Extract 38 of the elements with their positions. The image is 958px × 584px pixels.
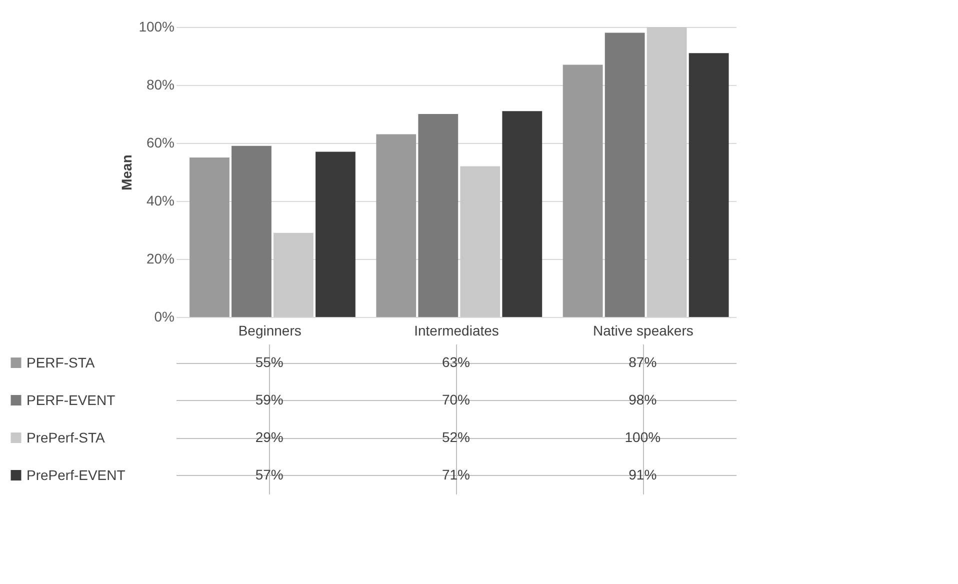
legend-label: PERF-STA bbox=[26, 354, 96, 370]
bar bbox=[316, 152, 356, 317]
data-label: 71% bbox=[442, 466, 470, 482]
data-label: 63% bbox=[442, 354, 470, 370]
bar bbox=[232, 146, 272, 317]
legend-label: PERF-EVENT bbox=[26, 392, 116, 408]
y-tick-label: 60% bbox=[146, 134, 174, 150]
data-label: 57% bbox=[255, 466, 284, 482]
data-label: 87% bbox=[628, 354, 657, 370]
x-tick-label: Native speakers bbox=[592, 322, 694, 338]
bar bbox=[502, 111, 542, 317]
bar bbox=[190, 158, 230, 317]
bar bbox=[646, 27, 687, 317]
x-tick-label: Beginners bbox=[238, 322, 302, 338]
x-tick-label: Intermediates bbox=[414, 322, 499, 338]
data-label: 91% bbox=[628, 466, 657, 482]
bar bbox=[688, 53, 729, 317]
legend-label: PrePerf-STA bbox=[26, 429, 106, 446]
data-label: 59% bbox=[255, 391, 284, 408]
bar bbox=[460, 166, 500, 317]
data-label: 29% bbox=[255, 428, 284, 445]
data-label: 100% bbox=[624, 428, 661, 445]
data-label: 55% bbox=[255, 354, 284, 370]
bar bbox=[376, 134, 416, 317]
y-tick-label: 40% bbox=[146, 192, 174, 208]
y-tick-label: 100% bbox=[138, 18, 174, 34]
bar bbox=[562, 64, 603, 317]
data-label: 52% bbox=[442, 428, 470, 445]
y-tick-label: 20% bbox=[146, 250, 174, 266]
data-label: 98% bbox=[628, 391, 657, 408]
y-tick-label: 0% bbox=[154, 308, 174, 324]
legend-label: PrePerf-EVENT bbox=[26, 466, 126, 483]
y-axis-title: Mean bbox=[118, 154, 135, 190]
y-tick-label: 80% bbox=[146, 76, 174, 92]
bar bbox=[274, 232, 314, 317]
bar bbox=[604, 32, 645, 317]
data-label: 70% bbox=[442, 391, 470, 408]
bar bbox=[418, 114, 458, 317]
